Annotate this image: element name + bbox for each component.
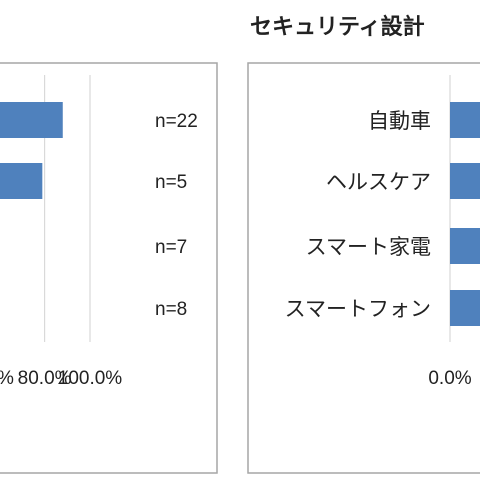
bar xyxy=(450,102,480,138)
n-label: n=7 xyxy=(155,237,187,258)
category-label: スマートフォン xyxy=(285,297,431,321)
bar xyxy=(450,228,480,264)
bar xyxy=(450,163,480,199)
right-chart-bars xyxy=(450,102,480,326)
n-label: n=5 xyxy=(155,172,187,193)
right-chart-title: セキュリティ設計 xyxy=(250,14,425,40)
left-chart-frame xyxy=(0,62,218,474)
left-chart: n=22 n=5 n=7 n=8 80.0%100.0%% xyxy=(0,62,218,474)
right-chart-frame xyxy=(247,62,480,474)
x-tick-label-partial: % xyxy=(0,368,14,389)
left-chart-bars xyxy=(0,102,63,199)
bar xyxy=(0,102,63,138)
n-label: n=8 xyxy=(155,299,187,320)
bar xyxy=(450,290,480,326)
left-chart-n-labels: n=22 n=5 n=7 n=8 xyxy=(155,111,198,320)
category-label: ヘルスケア xyxy=(326,170,431,194)
x-tick-label: 0.0% xyxy=(428,368,471,389)
right-chart-x-ticks: 0.0% xyxy=(428,368,471,389)
category-label: スマート家電 xyxy=(306,235,431,259)
x-tick-label: 100.0% xyxy=(58,368,123,389)
n-label: n=22 xyxy=(155,111,198,132)
left-chart-x-ticks: 80.0%100.0%% xyxy=(0,368,122,389)
bar xyxy=(0,163,43,199)
x-tick-label: 80.0% xyxy=(18,368,72,389)
category-label: 自動車 xyxy=(368,109,431,133)
